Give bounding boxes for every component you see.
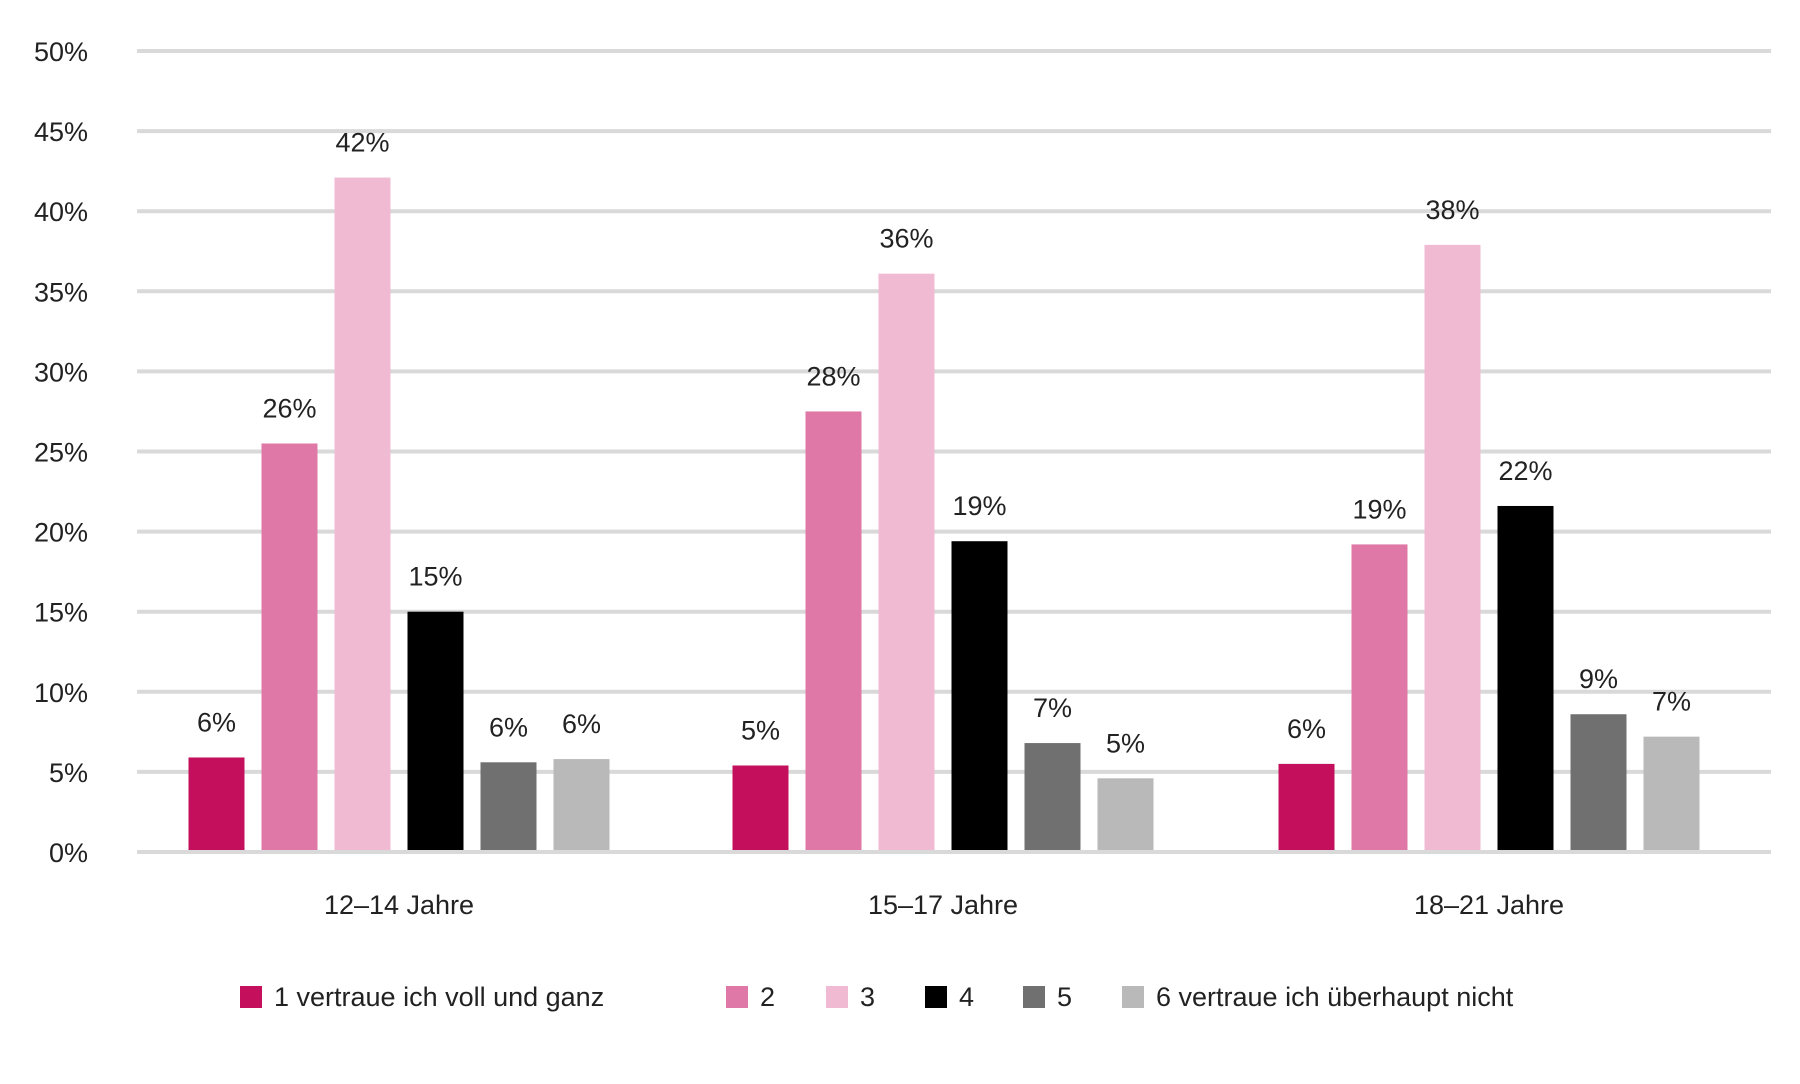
legend-label: 4 bbox=[959, 982, 974, 1012]
legend-swatch bbox=[826, 986, 848, 1008]
bar bbox=[878, 273, 935, 851]
bar bbox=[1424, 244, 1481, 851]
bar bbox=[480, 762, 537, 850]
legend-swatch bbox=[1023, 986, 1045, 1008]
y-tick-label: 25% bbox=[34, 438, 88, 468]
data-label: 38% bbox=[1425, 195, 1479, 225]
data-label: 7% bbox=[1033, 693, 1072, 723]
data-label: 19% bbox=[1352, 494, 1406, 524]
bar bbox=[553, 759, 610, 850]
bar bbox=[1278, 763, 1335, 850]
x-tick-label: 12–14 Jahre bbox=[324, 890, 474, 920]
bar bbox=[805, 411, 862, 850]
bar bbox=[1097, 778, 1154, 850]
legend-label: 5 bbox=[1057, 982, 1072, 1012]
data-label: 6% bbox=[489, 712, 528, 742]
bar bbox=[1497, 505, 1554, 850]
y-tick-label: 15% bbox=[34, 598, 88, 628]
legend-label: 1 vertraue ich voll und ganz bbox=[274, 982, 604, 1012]
bar bbox=[732, 765, 789, 850]
y-tick-label: 40% bbox=[34, 197, 88, 227]
legend-label: 3 bbox=[860, 982, 875, 1012]
legend-swatch bbox=[240, 986, 262, 1008]
legend-swatch bbox=[925, 986, 947, 1008]
bar bbox=[407, 611, 464, 850]
data-label: 36% bbox=[879, 224, 933, 254]
legend-swatch bbox=[726, 986, 748, 1008]
data-label: 6% bbox=[197, 707, 236, 737]
data-label: 26% bbox=[262, 393, 316, 423]
data-label: 7% bbox=[1652, 687, 1691, 717]
data-label: 42% bbox=[335, 128, 389, 158]
data-label: 5% bbox=[1106, 728, 1145, 758]
data-label: 19% bbox=[952, 491, 1006, 521]
bar bbox=[1024, 743, 1081, 850]
bar bbox=[334, 177, 391, 851]
data-label: 28% bbox=[806, 361, 860, 391]
bar bbox=[1643, 736, 1700, 850]
x-tick-label: 18–21 Jahre bbox=[1414, 890, 1564, 920]
bar bbox=[1570, 714, 1627, 850]
y-tick-label: 20% bbox=[34, 518, 88, 548]
bar bbox=[261, 443, 318, 850]
data-label: 5% bbox=[741, 715, 780, 745]
bar bbox=[188, 757, 245, 850]
data-label: 9% bbox=[1579, 664, 1618, 694]
bar bbox=[1351, 544, 1408, 850]
y-tick-label: 0% bbox=[49, 838, 88, 868]
y-tick-label: 45% bbox=[34, 117, 88, 147]
data-label: 6% bbox=[1287, 714, 1326, 744]
y-tick-label: 50% bbox=[34, 37, 88, 67]
legend-label: 2 bbox=[760, 982, 775, 1012]
y-tick-label: 10% bbox=[34, 678, 88, 708]
data-label: 6% bbox=[562, 709, 601, 739]
data-label: 22% bbox=[1498, 456, 1552, 486]
y-tick-label: 35% bbox=[34, 277, 88, 307]
data-label: 15% bbox=[408, 562, 462, 592]
y-tick-label: 30% bbox=[34, 357, 88, 387]
bar bbox=[951, 541, 1008, 850]
legend-swatch bbox=[1122, 986, 1144, 1008]
y-tick-label: 5% bbox=[49, 758, 88, 788]
x-tick-label: 15–17 Jahre bbox=[868, 890, 1018, 920]
legend-label: 6 vertraue ich überhaupt nicht bbox=[1156, 982, 1514, 1012]
